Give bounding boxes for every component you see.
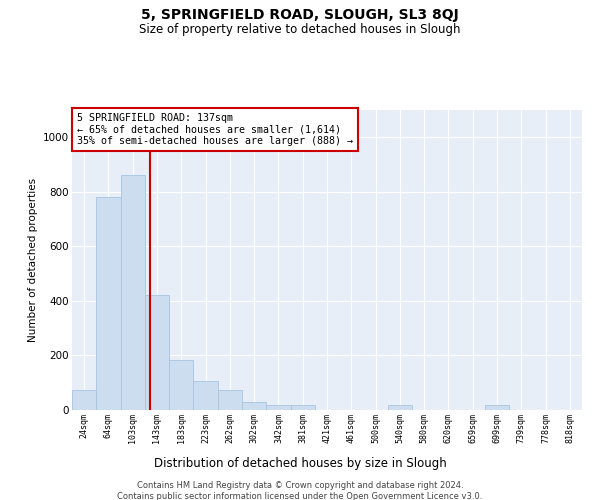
- Y-axis label: Number of detached properties: Number of detached properties: [28, 178, 38, 342]
- Bar: [72, 390, 96, 410]
- Bar: [96, 198, 121, 410]
- Text: 5 SPRINGFIELD ROAD: 137sqm
← 65% of detached houses are smaller (1,614)
35% of s: 5 SPRINGFIELD ROAD: 137sqm ← 65% of deta…: [77, 113, 353, 146]
- Bar: [193, 382, 218, 410]
- Bar: [169, 360, 193, 410]
- Bar: [388, 404, 412, 410]
- Bar: [266, 404, 290, 410]
- Text: Contains HM Land Registry data © Crown copyright and database right 2024.: Contains HM Land Registry data © Crown c…: [137, 481, 463, 490]
- Bar: [290, 404, 315, 410]
- Bar: [145, 296, 169, 410]
- Bar: [485, 404, 509, 410]
- Bar: [218, 390, 242, 410]
- Text: Distribution of detached houses by size in Slough: Distribution of detached houses by size …: [154, 458, 446, 470]
- Bar: [242, 402, 266, 410]
- Bar: [121, 176, 145, 410]
- Text: 5, SPRINGFIELD ROAD, SLOUGH, SL3 8QJ: 5, SPRINGFIELD ROAD, SLOUGH, SL3 8QJ: [141, 8, 459, 22]
- Text: Contains public sector information licensed under the Open Government Licence v3: Contains public sector information licen…: [118, 492, 482, 500]
- Text: Size of property relative to detached houses in Slough: Size of property relative to detached ho…: [139, 22, 461, 36]
